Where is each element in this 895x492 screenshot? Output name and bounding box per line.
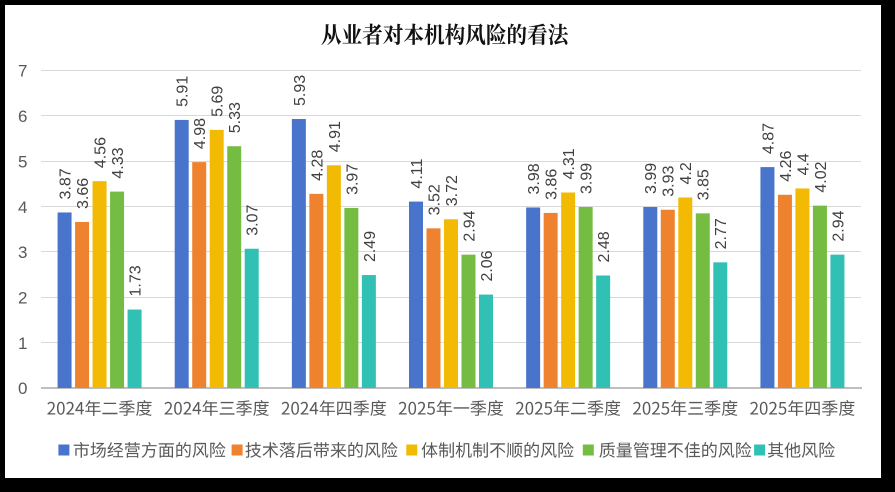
svg-text:3.98: 3.98 — [526, 163, 543, 194]
svg-text:2.06: 2.06 — [479, 250, 496, 281]
svg-text:4.02: 4.02 — [813, 161, 830, 192]
svg-text:2.77: 2.77 — [713, 218, 730, 249]
svg-text:3.87: 3.87 — [57, 168, 74, 199]
svg-text:4: 4 — [18, 198, 27, 217]
svg-text:2.49: 2.49 — [362, 231, 379, 262]
svg-text:2.94: 2.94 — [461, 210, 478, 241]
svg-text:4.2: 4.2 — [678, 162, 695, 184]
svg-text:3.93: 3.93 — [661, 165, 678, 196]
svg-text:2.48: 2.48 — [596, 231, 613, 262]
svg-text:3.52: 3.52 — [426, 184, 443, 215]
svg-text:5.91: 5.91 — [175, 76, 192, 107]
svg-text:4.31: 4.31 — [561, 148, 578, 179]
svg-text:0: 0 — [18, 379, 27, 398]
svg-text:4.33: 4.33 — [110, 147, 127, 178]
svg-text:3: 3 — [18, 243, 27, 262]
svg-text:5: 5 — [18, 152, 27, 171]
svg-text:1.73: 1.73 — [127, 265, 144, 296]
svg-text:7: 7 — [18, 62, 27, 81]
svg-text:3.66: 3.66 — [75, 178, 92, 209]
svg-text:4.98: 4.98 — [192, 118, 209, 149]
svg-text:3.07: 3.07 — [245, 204, 262, 235]
svg-text:3.99: 3.99 — [579, 163, 596, 194]
svg-text:3.97: 3.97 — [344, 164, 361, 195]
svg-text:1: 1 — [18, 334, 27, 353]
svg-text:5.69: 5.69 — [210, 86, 227, 117]
svg-text:3.72: 3.72 — [444, 175, 461, 206]
svg-text:3.99: 3.99 — [643, 163, 660, 194]
svg-text:4.28: 4.28 — [309, 150, 326, 181]
svg-text:6: 6 — [18, 107, 27, 126]
svg-text:2.94: 2.94 — [830, 210, 847, 241]
svg-text:3.86: 3.86 — [544, 169, 561, 200]
svg-text:5.33: 5.33 — [227, 102, 244, 133]
svg-text:3.85: 3.85 — [696, 169, 713, 200]
svg-text:4.56: 4.56 — [92, 137, 109, 168]
svg-text:4.4: 4.4 — [795, 153, 812, 175]
svg-text:5.93: 5.93 — [292, 75, 309, 106]
svg-text:4.91: 4.91 — [327, 121, 344, 152]
svg-text:4.11: 4.11 — [409, 159, 426, 189]
svg-text:2: 2 — [18, 289, 27, 308]
svg-text:4.87: 4.87 — [760, 123, 777, 154]
svg-text:4.26: 4.26 — [778, 151, 795, 182]
